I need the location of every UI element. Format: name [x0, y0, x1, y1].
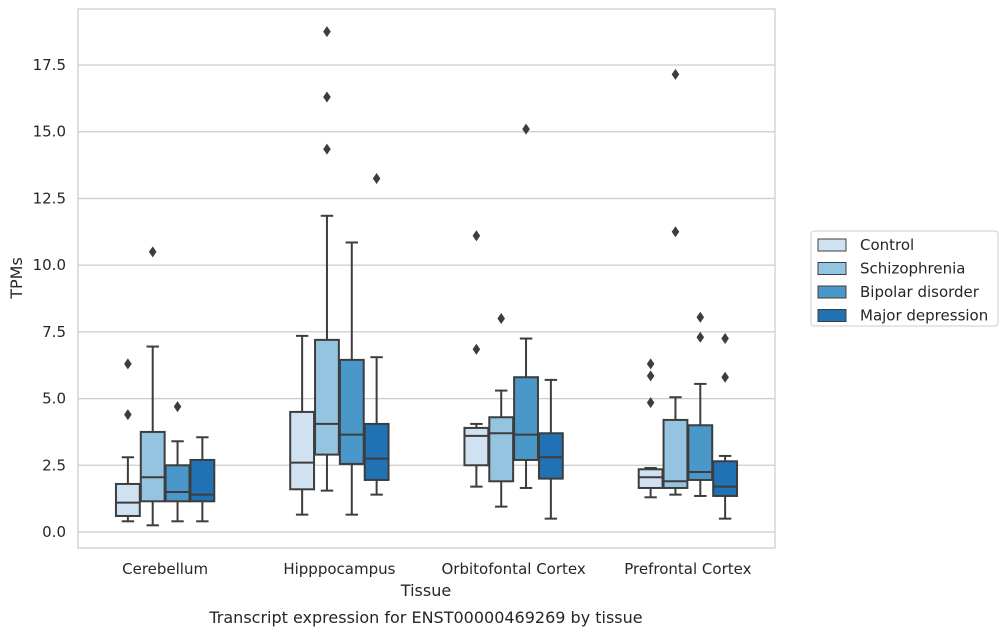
outlier-point [522, 123, 530, 135]
outlier-point [124, 409, 132, 421]
y-tick-label: 5.0 [42, 390, 66, 408]
box-iqr [338, 358, 365, 465]
outlier-point [323, 91, 331, 103]
box-major-depression [712, 333, 739, 520]
box-bipolar-disorder [687, 311, 714, 497]
box-iqr [289, 410, 316, 491]
outlier-point [497, 313, 506, 325]
outlier-point [472, 343, 481, 355]
legend-label: Major depression [860, 307, 988, 325]
box-control [289, 334, 316, 516]
outlier-point [323, 26, 331, 38]
box-control [463, 230, 490, 488]
legend-swatch [817, 309, 847, 322]
outlier-point [696, 331, 705, 343]
box-iqr [712, 460, 739, 497]
box-control [637, 358, 664, 499]
box-iqr [513, 376, 539, 461]
x-tick-label: Cerebellum [122, 560, 208, 578]
box-iqr [114, 482, 141, 517]
box-bipolar-disorder [513, 123, 539, 489]
box-major-depression [537, 378, 564, 520]
y-tick-label: 10.0 [33, 256, 66, 274]
outlier-point [721, 371, 729, 383]
box-iqr [463, 426, 490, 467]
boxes [114, 26, 739, 527]
y-tick-label: 7.5 [42, 323, 66, 341]
outlier-point [372, 172, 381, 184]
outlier-point [646, 397, 655, 409]
outlier-point [646, 370, 655, 382]
outlier-point [671, 226, 680, 238]
box-schizophrenia [139, 246, 166, 527]
y-tick-labels: 0.0 2.5 5.0 7.5 10.0 12.5 15.0 17.5 [33, 56, 66, 541]
box-iqr [662, 418, 689, 489]
y-axis-label: TPMs [7, 257, 26, 300]
outlier-point [646, 358, 655, 370]
outlier-point [696, 311, 705, 323]
box-iqr [363, 422, 390, 481]
outlier-point [173, 401, 182, 413]
legend-swatch [817, 285, 847, 299]
outlier-point [124, 358, 132, 370]
box-iqr [189, 458, 216, 503]
box-schizophrenia [662, 68, 689, 496]
outlier-point [472, 230, 481, 242]
x-axis-label: Tissue [400, 581, 451, 600]
box-bipolar-disorder [338, 241, 365, 516]
box-iqr [314, 338, 340, 456]
x-tick-label: Hipppocampus [283, 560, 395, 578]
box-bipolar-disorder [164, 401, 191, 523]
legend-label: Bipolar disorder [860, 283, 980, 301]
x-tick-label: Prefrontal Cortex [624, 560, 751, 578]
outlier-point [721, 333, 729, 345]
box-control [114, 358, 141, 523]
box-iqr [164, 464, 191, 503]
y-tick-label: 17.5 [33, 56, 66, 74]
legend-label: Schizophrenia [860, 260, 965, 278]
chart-caption: Transcript expression for ENST0000046926… [208, 608, 642, 627]
box-major-depression [189, 436, 216, 523]
box-major-depression [363, 172, 390, 496]
legend-swatch [817, 238, 847, 252]
box-schizophrenia [314, 26, 340, 492]
legend-swatch [817, 262, 847, 275]
box-iqr [488, 416, 515, 483]
box-iqr [637, 468, 664, 489]
legend-frame [810, 230, 999, 327]
box-iqr [139, 430, 166, 503]
legend-label: Control [860, 236, 914, 254]
y-tick-label: 2.5 [42, 456, 66, 474]
y-tick-label: 12.5 [33, 189, 66, 207]
x-tick-labels: Cerebellum Hipppocampus Orbitofontal Corte… [122, 560, 751, 578]
outlier-point [671, 68, 680, 80]
y-tick-label: 15.0 [33, 123, 66, 141]
outlier-point [148, 246, 157, 258]
plot-frame [77, 8, 776, 549]
box-iqr [687, 424, 714, 481]
box-schizophrenia [488, 313, 515, 508]
y-tick-label: 0.0 [42, 523, 66, 541]
x-tick-label: Orbitofontal Cortex [442, 560, 586, 578]
box-iqr [537, 432, 564, 480]
outlier-point [323, 143, 331, 155]
legend: Control Schizophrenia Bipolar disorder Majo… [810, 230, 999, 327]
